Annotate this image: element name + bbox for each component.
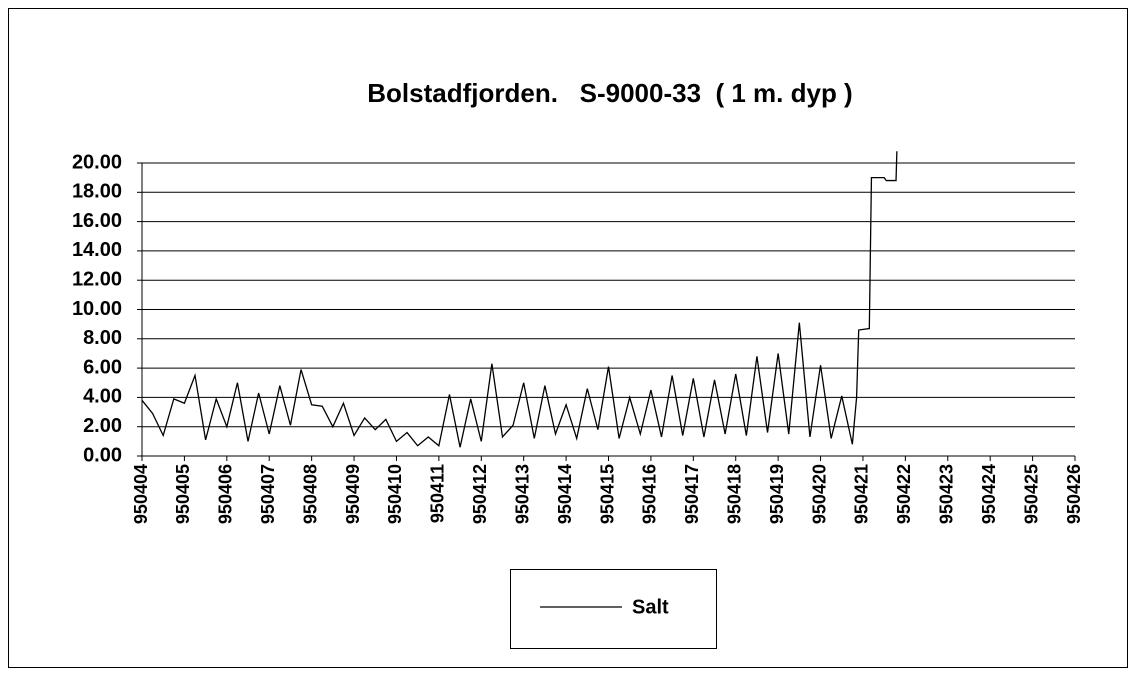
x-tick-label: 950407 xyxy=(258,464,278,524)
chart-frame xyxy=(8,8,1128,668)
x-tick-label: 950409 xyxy=(343,464,363,524)
y-tick-label: 18.00 xyxy=(72,181,122,203)
x-tick-label: 950416 xyxy=(640,464,660,524)
y-tick-label: 14.00 xyxy=(72,239,122,261)
y-tick-label: 4.00 xyxy=(83,386,122,408)
y-tick-label: 2.00 xyxy=(83,415,122,437)
x-tick-label: 950425 xyxy=(1021,464,1041,524)
x-tick-label: 950422 xyxy=(894,464,914,524)
x-tick-label: 950405 xyxy=(173,464,193,524)
x-tick-label: 950408 xyxy=(300,464,320,524)
x-tick-label: 950417 xyxy=(682,464,702,524)
x-tick-label: 950420 xyxy=(809,464,829,524)
x-tick-label: 950411 xyxy=(428,464,448,523)
x-tick-label: 950426 xyxy=(1064,464,1084,524)
chart-title: Bolstadfjorden. S-9000-33 ( 1 m. dyp ) xyxy=(367,78,852,108)
x-tick-label: 950412 xyxy=(470,464,490,524)
y-tick-label: 16.00 xyxy=(72,210,122,232)
data-line xyxy=(141,151,898,448)
x-tick-label: 950418 xyxy=(724,464,744,524)
x-tick-label: 950413 xyxy=(512,464,532,524)
x-tick-label: 950424 xyxy=(979,464,999,524)
y-tick-label: 10.00 xyxy=(72,298,122,320)
x-tick-label: 950414 xyxy=(555,464,575,524)
y-tick-label: 8.00 xyxy=(83,327,122,349)
x-tick-label: 950410 xyxy=(385,464,405,524)
x-tick-label: 950415 xyxy=(597,464,617,524)
x-tick-label: 950421 xyxy=(852,464,872,524)
x-tick-label: 950404 xyxy=(131,464,151,524)
legend-box xyxy=(510,569,717,649)
y-tick-label: 0.00 xyxy=(83,444,122,466)
y-tick-label: 12.00 xyxy=(72,268,122,290)
x-tick-label: 950423 xyxy=(937,464,957,524)
y-tick-label: 20.00 xyxy=(72,151,122,173)
x-tick-label: 950419 xyxy=(767,464,787,524)
legend-label: Salt xyxy=(632,596,669,618)
x-tick-label: 950406 xyxy=(216,464,236,524)
y-tick-label: 6.00 xyxy=(83,356,122,378)
